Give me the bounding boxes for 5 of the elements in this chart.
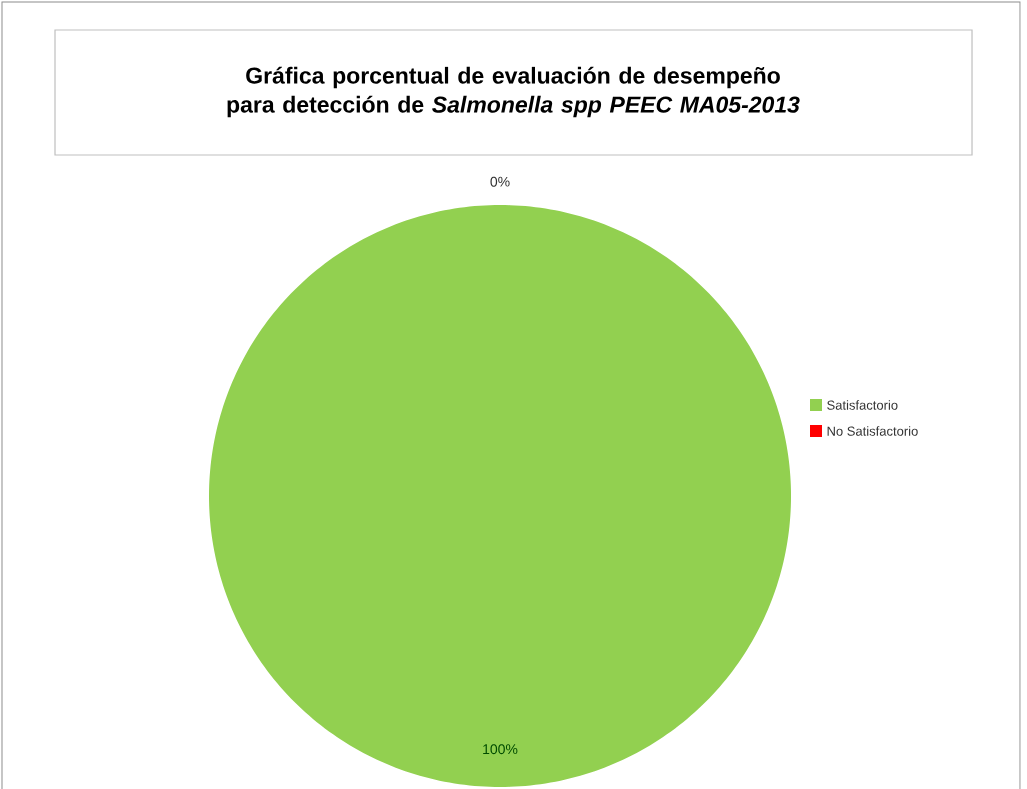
text: 0% <box>490 176 510 187</box>
data-label: 100% <box>483 744 518 755</box>
legend-label: No Satisfactorio <box>827 426 918 436</box>
chart-title: Gráfica porcentual de evaluación de desempeño para detección de Salmonella spp PEEC MA05-2013 <box>227 66 800 118</box>
legend-label: Satisfactorio <box>827 400 898 410</box>
